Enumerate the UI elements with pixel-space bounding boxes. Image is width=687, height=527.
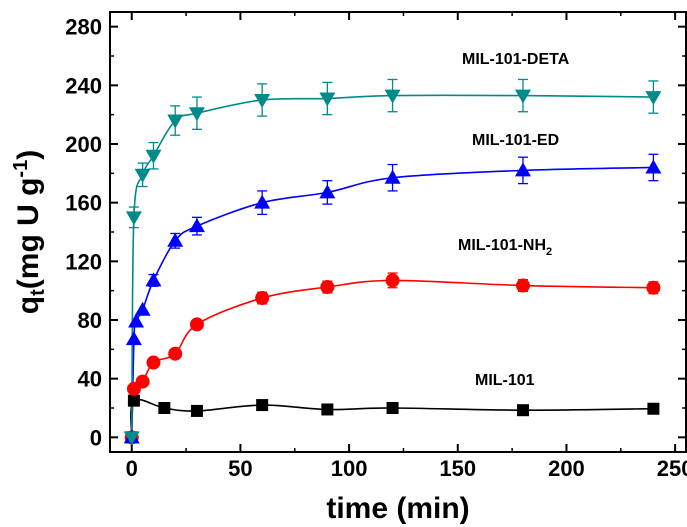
- series-label-2: MIL-101-ED: [472, 132, 559, 149]
- data-point-3: [167, 114, 184, 129]
- y-tick-label: 40: [78, 367, 102, 392]
- data-point-2: [645, 159, 662, 174]
- data-point-1: [255, 291, 270, 305]
- y-tick-label: 80: [78, 308, 102, 333]
- data-point-0: [647, 402, 660, 415]
- data-point-1: [515, 278, 530, 293]
- data-point-2: [384, 169, 401, 184]
- data-point-3: [145, 149, 162, 164]
- x-axis-title: time (min): [326, 492, 469, 525]
- y-axis-title: qt(mg U g-1): [10, 150, 49, 314]
- data-point-0: [190, 404, 203, 417]
- data-point-2: [167, 232, 184, 247]
- axes-group: 0 50 100 150 200 250 0 40 80 120 160 200 240 280: [65, 12, 687, 481]
- series-label-subscript: 2: [546, 246, 552, 258]
- x-tick-label: 50: [228, 456, 252, 481]
- y-tick-label: 200: [65, 132, 102, 157]
- data-point-1: [320, 280, 335, 294]
- data-point-0: [256, 399, 269, 412]
- x-tick-label: 0: [126, 456, 138, 481]
- data-point-3: [645, 91, 662, 106]
- data-point-0: [321, 403, 334, 416]
- data-point-3: [254, 94, 271, 108]
- y-axis-title-close: ): [12, 150, 45, 160]
- data-point-0: [127, 394, 140, 407]
- y-tick-label: 280: [65, 15, 102, 40]
- series-label-main: MIL-101-ED: [472, 132, 559, 149]
- y-tick-label: 240: [65, 73, 102, 98]
- series-label-main: MIL-101: [475, 372, 535, 389]
- series-label-0: MIL-101: [475, 372, 535, 389]
- x-tick-label: 100: [331, 456, 368, 481]
- x-tick-label: 200: [548, 456, 585, 481]
- series-labels-group: MIL-101 MIL-101-NH2 MIL-101-ED MIL-101-DETA: [458, 51, 570, 389]
- y-tick-label: 120: [65, 249, 102, 274]
- data-point-0: [158, 402, 171, 414]
- data-point-1: [189, 317, 204, 332]
- series-label-main: MIL-101-NH: [458, 237, 546, 254]
- data-point-2: [128, 313, 145, 328]
- data-point-1: [646, 280, 661, 295]
- data-point-1: [385, 273, 400, 288]
- data-point-2: [319, 184, 336, 199]
- data-point-2: [134, 301, 151, 316]
- y-axis-title-q: q: [12, 296, 45, 314]
- data-point-1: [135, 374, 150, 389]
- data-point-2: [514, 162, 531, 177]
- y-tick-label: 160: [65, 191, 102, 216]
- data-point-3: [134, 168, 151, 183]
- plot-frame: [109, 11, 687, 453]
- data-point-0: [386, 402, 399, 414]
- data-points-group: [123, 89, 662, 446]
- data-point-3: [123, 431, 140, 446]
- y-axis-title-sup: -1: [10, 160, 32, 178]
- x-tick-label: 150: [439, 456, 476, 481]
- data-point-1: [146, 355, 161, 370]
- data-point-1: [168, 346, 183, 361]
- data-point-2: [125, 331, 142, 346]
- data-point-3: [319, 92, 336, 107]
- y-axis-title-main: (mg U g: [12, 178, 45, 290]
- x-tick-label: 250: [657, 456, 687, 481]
- data-point-2: [188, 218, 205, 233]
- series-label-3: MIL-101-DETA: [462, 51, 570, 68]
- y-tick-label: 0: [90, 425, 102, 450]
- data-point-2: [254, 194, 271, 209]
- data-point-3: [384, 89, 401, 104]
- series-label-1: MIL-101-NH2: [458, 237, 552, 258]
- data-point-3: [125, 211, 142, 226]
- series-label-main: MIL-101-DETA: [462, 51, 570, 68]
- data-point-3: [188, 107, 205, 122]
- data-point-0: [516, 404, 529, 417]
- data-point-3: [514, 89, 531, 104]
- y-axis-title-sub: t: [27, 289, 49, 296]
- data-point-2: [145, 272, 162, 287]
